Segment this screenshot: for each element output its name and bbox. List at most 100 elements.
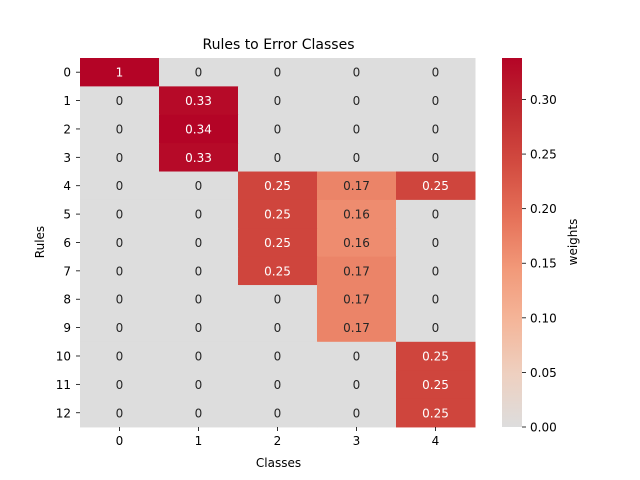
heatmap-cell (159, 370, 239, 400)
heatmap-cell (396, 86, 476, 116)
heatmap-cell (396, 398, 476, 428)
cell-value-label: 0 (353, 94, 361, 108)
cell-value-label: 0 (195, 208, 203, 222)
heatmap-cell (317, 313, 397, 343)
x-tick-label: 1 (195, 434, 203, 448)
heatmap-cells: 1 0 0 0 0 0 0.33 0 0 0 0 0.34 0 0 0 0 0.33 0 0 0 0 0 0.25 0.17 0… (80, 58, 476, 428)
heatmap-cell (159, 86, 239, 116)
heatmap-cell (159, 114, 239, 144)
cell-value-label: 0 (116, 349, 124, 363)
cell-value-label: 0 (432, 321, 440, 335)
heatmap-cell (80, 285, 160, 314)
cell-value-label: 0.17 (343, 179, 370, 193)
cell-value-label: 0.34 (185, 122, 212, 136)
x-tick-label: 2 (274, 434, 282, 448)
heatmap-cell (396, 58, 476, 87)
y-tick-label: 12 (56, 406, 71, 420)
heatmap-cell (238, 370, 318, 400)
x-tick-label: 3 (353, 434, 361, 448)
cell-value-label: 0 (432, 66, 440, 80)
heatmap-cell (396, 171, 476, 201)
heatmap-cell (238, 114, 318, 144)
cell-value-label: 0 (195, 321, 203, 335)
heatmap-cell (396, 370, 476, 400)
heatmap-cell (317, 58, 397, 87)
cell-value-label: 0 (432, 151, 440, 165)
y-tick-label: 6 (63, 236, 71, 250)
cell-value-label: 1 (116, 66, 124, 80)
heatmap-cell (159, 199, 239, 229)
heatmap-cell (238, 143, 318, 173)
heatmap-cell (238, 341, 318, 371)
heatmap-cell (159, 58, 239, 87)
cell-value-label: 0 (353, 151, 361, 165)
heatmap-cell (317, 341, 397, 371)
cell-value-label: 0 (432, 293, 440, 307)
cell-value-label: 0 (195, 349, 203, 363)
cell-value-label: 0 (116, 94, 124, 108)
cell-value-label: 0.25 (264, 236, 291, 250)
y-tick-label: 4 (63, 179, 71, 193)
heatmap-cell (238, 313, 318, 343)
heatmap-cell (317, 171, 397, 201)
cell-value-label: 0 (274, 406, 282, 420)
cell-value-label: 0 (274, 349, 282, 363)
cell-value-label: 0 (274, 66, 282, 80)
heatmap-cell (317, 228, 397, 258)
cell-value-label: 0.16 (343, 236, 370, 250)
heatmap-cell (238, 199, 318, 229)
heatmap-cell (317, 86, 397, 116)
heatmap-cell (159, 256, 239, 286)
cell-value-label: 0 (116, 208, 124, 222)
colorbar-tick-label: 0.20 (530, 202, 557, 216)
heatmap-cell (238, 86, 318, 116)
heatmap-cell (238, 228, 318, 258)
cell-value-label: 0 (195, 406, 203, 420)
cell-value-label: 0.25 (422, 349, 449, 363)
colorbar-tick-label: 0.25 (530, 148, 557, 162)
x-axis: 0 1 2 3 4 (116, 426, 439, 448)
heatmap-cell (238, 256, 318, 286)
heatmap-cell (238, 398, 318, 428)
heatmap-cell (396, 313, 476, 343)
heatmap-cell (396, 228, 476, 258)
cell-value-label: 0 (195, 179, 203, 193)
colorbar-tick-label: 0.00 (530, 421, 557, 435)
colorbar (502, 58, 522, 427)
y-tick-label: 9 (63, 321, 71, 335)
cell-value-label: 0 (432, 94, 440, 108)
cell-value-label: 0 (195, 66, 203, 80)
cell-value-label: 0 (116, 151, 124, 165)
heatmap-cell (80, 171, 160, 201)
heatmap-cell (80, 256, 160, 286)
heatmap-cell (159, 341, 239, 371)
cell-value-label: 0.17 (343, 293, 370, 307)
cell-value-label: 0 (116, 122, 124, 136)
cell-value-label: 0.25 (422, 406, 449, 420)
colorbar-label: weights (566, 219, 580, 266)
cell-value-label: 0 (432, 264, 440, 278)
cell-value-label: 0 (274, 122, 282, 136)
cell-value-label: 0 (353, 66, 361, 80)
cell-value-label: 0 (116, 378, 124, 392)
heatmap-cell (317, 398, 397, 428)
colorbar-tick-label: 0.15 (530, 257, 557, 271)
heatmap-cell (159, 285, 239, 314)
colorbar-tick-label: 0.30 (530, 93, 557, 107)
cell-value-label: 0 (116, 264, 124, 278)
heatmap-cell (317, 143, 397, 173)
y-tick-label: 2 (63, 122, 71, 136)
cell-value-label: 0.33 (185, 151, 212, 165)
y-axis-label: Rules (33, 226, 47, 258)
cell-value-label: 0 (274, 378, 282, 392)
cell-value-label: 0.25 (264, 264, 291, 278)
heatmap-cell (317, 256, 397, 286)
heatmap-cell (396, 143, 476, 173)
y-tick-label: 7 (63, 264, 71, 278)
x-tick-label: 0 (116, 434, 124, 448)
heatmap-cell (80, 114, 160, 144)
y-tick-label: 10 (56, 349, 71, 363)
cell-value-label: 0.17 (343, 321, 370, 335)
cell-value-label: 0 (116, 321, 124, 335)
